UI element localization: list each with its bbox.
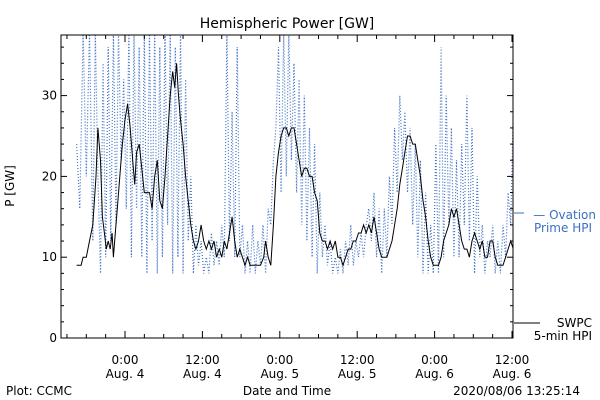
legend: SWPC 5-min HPI — Ovation Prime HPI [514,208,596,343]
x-tick-label-date: Aug. 6 [493,367,532,381]
x-tick-label-date: Aug. 4 [183,367,222,381]
x-tick-label-time: 12:00 [340,353,375,367]
x-tick-label-time: 12:00 [495,353,530,367]
plot-frame [60,34,514,339]
x-tick-label-date: Aug. 6 [415,367,454,381]
y-tick-label: 20 [42,169,57,183]
x-tick-label-date: Aug. 4 [106,367,145,381]
x-tick-label-date: Aug. 5 [338,367,377,381]
series-line-swpc-5-min-hpi [76,63,513,267]
series-line-ovation-prime-hpi [76,35,513,274]
x-tick-label-time: 0:00 [112,353,139,367]
y-ticks: 0 10 20 30 [42,46,513,345]
x-axis-label: Date and Time [243,384,331,398]
chart-title: Hemispheric Power [GW] [200,16,375,32]
x-tick-label-time: 0:00 [266,353,293,367]
legend-swpc-line2: 5-min HPI [534,329,592,343]
legend-swpc-line1: SWPC [557,316,592,330]
legend-ovation-line1: — Ovation [533,208,596,222]
y-tick-label: 30 [42,89,57,103]
x-tick-label-date: Aug. 5 [260,367,299,381]
y-tick-label: 10 [42,250,57,264]
footer-timestamp: 2020/08/06 13:25:14 [453,384,580,398]
y-tick-label: 0 [49,331,57,345]
legend-ovation-line2: Prime HPI [534,221,592,235]
series-layer [76,35,513,274]
footer-plot-credit: Plot: CCMC [6,384,72,398]
x-tick-label-time: 0:00 [421,353,448,367]
x-tick-label-time: 12:00 [185,353,220,367]
y-axis-label: P [GW] [3,165,17,207]
